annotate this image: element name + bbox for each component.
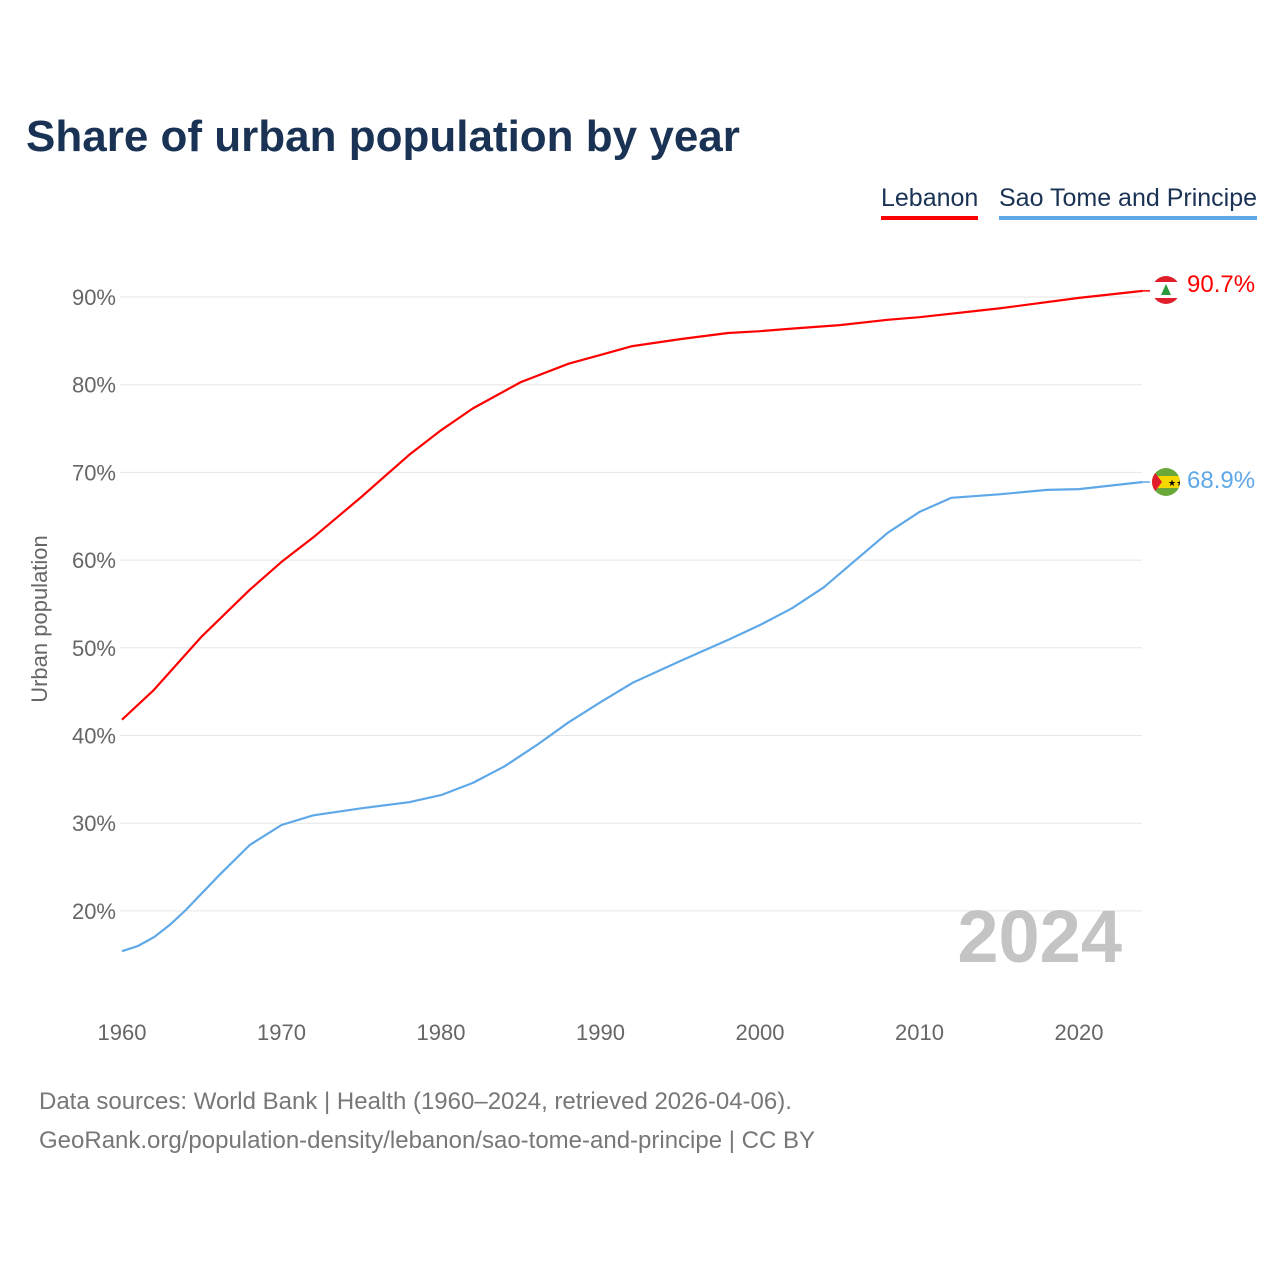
legend-lebanon[interactable]: Lebanon	[881, 184, 979, 220]
x-tick-label: 1970	[257, 1020, 306, 1045]
x-tick-label: 1990	[576, 1020, 625, 1045]
x-tick-label: 1980	[417, 1020, 466, 1045]
svg-text:★★: ★★	[1168, 478, 1184, 488]
y-tick-label: 70%	[72, 460, 116, 485]
lebanon-flag-icon	[1152, 276, 1180, 304]
series-line-1	[121, 480, 1143, 953]
x-tick-label: 2010	[895, 1020, 944, 1045]
series-line-0	[121, 289, 1143, 721]
year-watermark: 2024	[957, 895, 1122, 978]
y-tick-label: 20%	[72, 899, 116, 924]
y-tick-label: 40%	[72, 724, 116, 749]
legend-sao-tome[interactable]: Sao Tome and Principe	[999, 184, 1258, 220]
end-value-label: 90.7%	[1187, 271, 1255, 298]
y-tick-label: 60%	[72, 548, 116, 573]
sao-tome-flag-icon: ★★	[1152, 468, 1184, 496]
y-tick-label: 90%	[72, 285, 116, 310]
x-tick-label: 1960	[98, 1020, 147, 1045]
y-tick-label: 30%	[72, 811, 116, 836]
y-tick-label: 50%	[72, 636, 116, 661]
y-tick-label: 80%	[72, 373, 116, 398]
footer-sources: Data sources: World Bank | Health (1960–…	[39, 1088, 792, 1115]
chart-title: Share of urban population by year	[26, 112, 740, 161]
x-tick-label: 2000	[736, 1020, 785, 1045]
footer-link[interactable]: GeoRank.org/population-density/lebanon/s…	[39, 1127, 816, 1154]
end-value-label: 68.9%	[1187, 467, 1255, 494]
x-tick-label: 2020	[1055, 1020, 1104, 1045]
